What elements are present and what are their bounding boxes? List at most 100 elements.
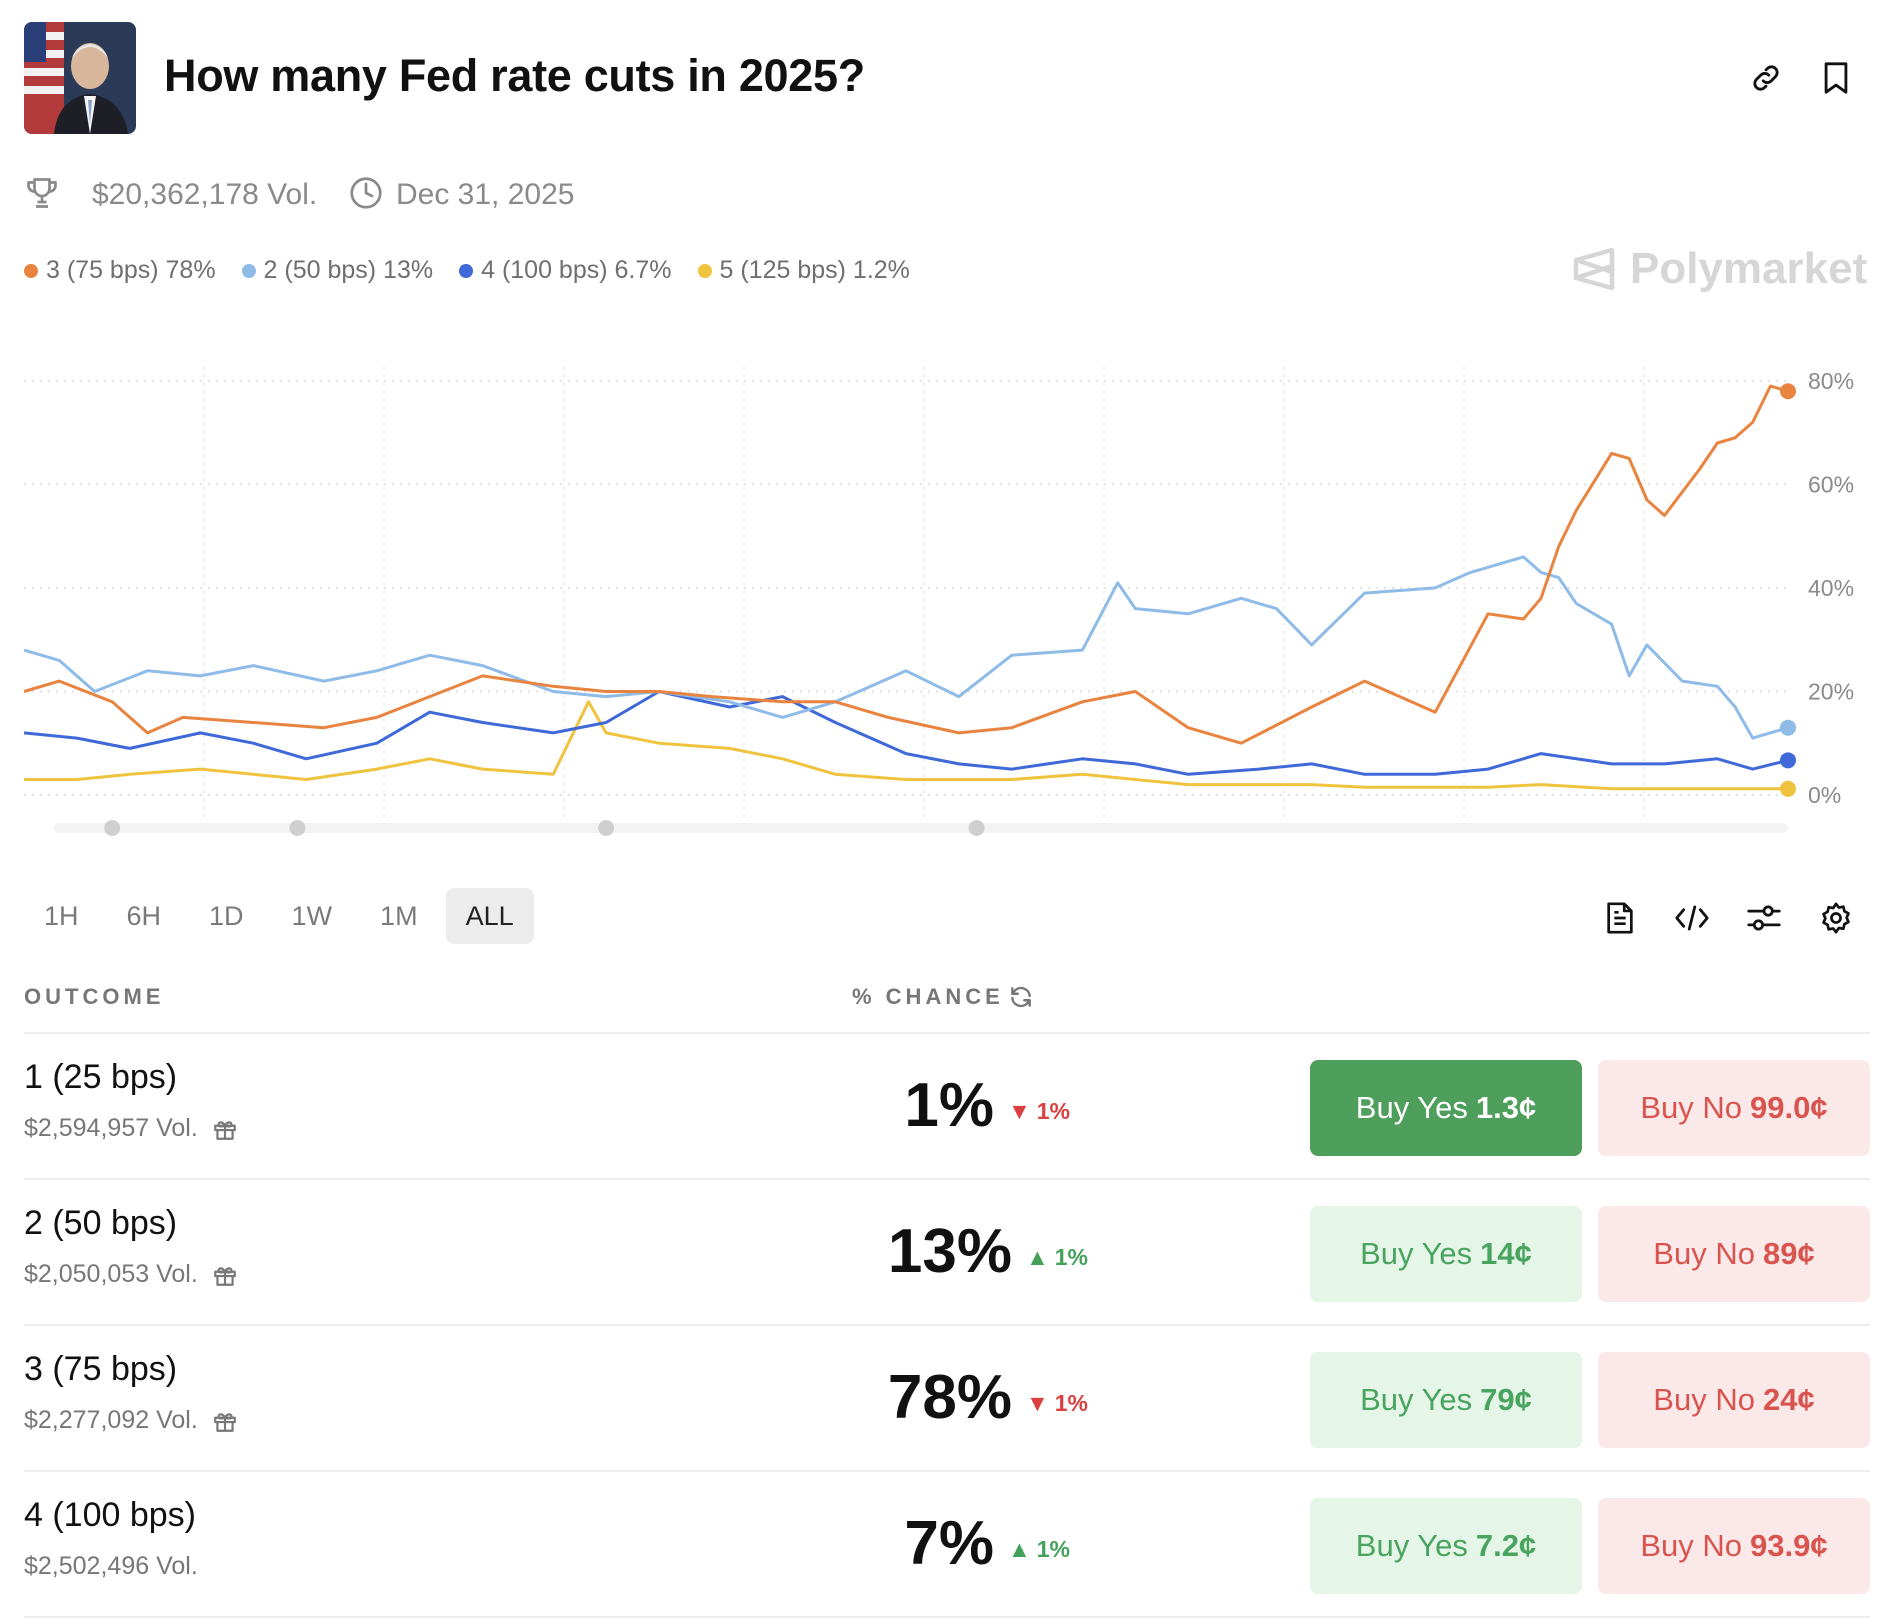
outcome-name: 4 (100 bps) <box>24 1496 196 1534</box>
brand-name: Polymarket <box>1630 244 1868 293</box>
market-thumbnail <box>24 22 136 134</box>
buy-yes-button[interactable]: Buy Yes 7.2¢ <box>1310 1498 1582 1594</box>
series-line <box>23 555 1789 740</box>
buy-yes-label: Buy Yes <box>1360 1236 1473 1271</box>
divider <box>24 1616 1870 1618</box>
outcome-volume: $2,050,053 Vol. <box>24 1260 238 1289</box>
outcome-row[interactable]: 4 (100 bps) $2,502,496 Vol. 7% ▲ 1% Buy Y… <box>24 1472 1870 1618</box>
outcome-row[interactable]: 2 (50 bps) $2,050,053 Vol. 13% ▲ 1% Buy Y… <box>24 1180 1870 1326</box>
tab-1h[interactable]: 1H <box>44 900 79 931</box>
series-line <box>23 384 1789 745</box>
gift-icon[interactable] <box>212 1408 238 1434</box>
end-date: Dec 31, 2025 <box>396 178 575 211</box>
outcome-name: 1 (25 bps) <box>24 1058 178 1096</box>
document-icon[interactable] <box>1600 898 1640 938</box>
tab-1m[interactable]: 1M <box>380 900 418 931</box>
series-end-point <box>1780 752 1796 769</box>
y-tick-label: 40% <box>1808 575 1854 601</box>
chance-value: 7% <box>904 1509 994 1578</box>
buy-no-price: 93.9¢ <box>1750 1528 1828 1563</box>
outcome-row[interactable]: 1 (25 bps) $2,594,957 Vol. 1% ▼ 1% Buy Ye… <box>24 1034 1870 1180</box>
triangle-up-icon: ▲ <box>1026 1244 1049 1270</box>
outcome-volume-text: $2,277,092 Vol. <box>24 1406 198 1434</box>
buy-yes-price: 79¢ <box>1480 1382 1532 1417</box>
legend-item: 3 (75 bps) 78% <box>24 256 216 285</box>
polymarket-watermark: Polymarket <box>1570 244 1867 294</box>
outcome-name: 3 (75 bps) <box>24 1350 178 1388</box>
divider <box>24 1178 1870 1180</box>
legend-item: 5 (125 bps) 1.2% <box>697 256 910 285</box>
chance-change: ▲ 1% <box>1008 1536 1070 1563</box>
sliders-icon[interactable] <box>1744 898 1784 938</box>
buy-no-price: 99.0¢ <box>1750 1090 1828 1125</box>
buy-yes-price: 7.2¢ <box>1475 1528 1537 1563</box>
bookmark-icon[interactable] <box>1816 58 1856 98</box>
price-history-chart: 80%60%40%20%0%FebMarAprMayJunJulAugSepOc… <box>23 367 1854 836</box>
outcome-column-header: OUTCOME <box>24 984 165 1009</box>
legend-item: 2 (50 bps) 13% <box>241 256 434 285</box>
series-line <box>24 700 1788 791</box>
refresh-icon[interactable] <box>1008 984 1038 1014</box>
tab-1d[interactable]: 1D <box>209 900 244 931</box>
gift-icon[interactable] <box>212 1262 238 1288</box>
y-tick-label: 80% <box>1808 368 1854 394</box>
tab-all[interactable]: ALL <box>445 888 534 944</box>
total-volume: $20,362,178 Vol. <box>92 178 318 211</box>
timeline-marker <box>598 820 615 836</box>
series-end-point <box>1780 719 1796 736</box>
buy-yes-button[interactable]: Buy Yes 1.3¢ <box>1310 1060 1582 1156</box>
buy-no-button[interactable]: Buy No 99.0¢ <box>1598 1060 1870 1156</box>
chart-legend: 3 (75 bps) 78% 2 (50 bps) 13% 4 (100 bps… <box>24 256 910 285</box>
y-tick-label: 20% <box>1808 678 1854 704</box>
buy-no-label: Buy No <box>1653 1236 1755 1271</box>
buy-yes-label: Buy Yes <box>1355 1528 1468 1563</box>
timeline-track <box>54 823 1788 833</box>
series-end-point <box>1780 780 1796 797</box>
triangle-up-icon: ▲ <box>1008 1536 1031 1562</box>
chance-change-text: 1% <box>1036 1536 1071 1562</box>
buy-yes-button[interactable]: Buy Yes 14¢ <box>1310 1206 1582 1302</box>
link-icon[interactable] <box>1746 58 1786 98</box>
buy-no-price: 24¢ <box>1762 1382 1815 1417</box>
embed-code-icon[interactable] <box>1672 898 1712 938</box>
divider <box>24 1324 1870 1326</box>
trophy-icon <box>24 175 64 215</box>
buy-no-button[interactable]: Buy No 89¢ <box>1598 1206 1870 1302</box>
timeline-marker <box>104 820 121 836</box>
buy-no-button[interactable]: Buy No 93.9¢ <box>1598 1498 1870 1594</box>
outcome-volume: $2,277,092 Vol. <box>24 1406 238 1435</box>
chance-value: 13% <box>887 1217 1012 1286</box>
chance-column-header: % CHANCE <box>852 984 1004 1009</box>
chance-change-text: 1% <box>1054 1244 1089 1270</box>
legend-label: 2 (50 bps) 13% <box>263 256 434 284</box>
chance-change: ▼ 1% <box>1026 1390 1088 1417</box>
legend-dot <box>241 263 256 278</box>
buy-yes-label: Buy Yes <box>1360 1382 1473 1417</box>
clock-icon <box>348 175 388 215</box>
buy-no-button[interactable]: Buy No 24¢ <box>1598 1352 1870 1448</box>
buy-yes-button[interactable]: Buy Yes 79¢ <box>1310 1352 1582 1448</box>
chance-value: 78% <box>887 1363 1012 1432</box>
series-line <box>23 690 1789 776</box>
settings-gear-icon[interactable] <box>1816 898 1856 938</box>
chance-change: ▼ 1% <box>1008 1098 1070 1125</box>
outcome-volume-text: $2,502,496 Vol. <box>24 1552 198 1580</box>
chance-value: 1% <box>904 1071 994 1140</box>
tab-6h[interactable]: 6H <box>126 900 162 931</box>
y-tick-label: 60% <box>1808 471 1854 497</box>
triangle-down-icon: ▼ <box>1008 1098 1031 1124</box>
tab-1w[interactable]: 1W <box>291 900 333 931</box>
legend-label: 5 (125 bps) 1.2% <box>719 256 910 284</box>
divider <box>24 1032 1870 1034</box>
legend-dot <box>459 263 474 278</box>
legend-label: 3 (75 bps) 78% <box>46 256 216 284</box>
outcome-row[interactable]: 3 (75 bps) $2,277,092 Vol. 78% ▼ 1% Buy Y… <box>24 1326 1870 1472</box>
time-range-tabs: 1H 6H 1D 1W 1M ALL <box>24 888 534 944</box>
outcome-volume: $2,502,496 Vol. <box>24 1552 198 1581</box>
buy-no-label: Buy No <box>1640 1090 1743 1125</box>
legend-dot <box>24 263 38 278</box>
outcome-volume-text: $2,594,957 Vol. <box>24 1114 198 1142</box>
gift-icon[interactable] <box>212 1116 238 1142</box>
buy-no-label: Buy No <box>1640 1528 1743 1563</box>
chance-change-text: 1% <box>1036 1098 1071 1124</box>
